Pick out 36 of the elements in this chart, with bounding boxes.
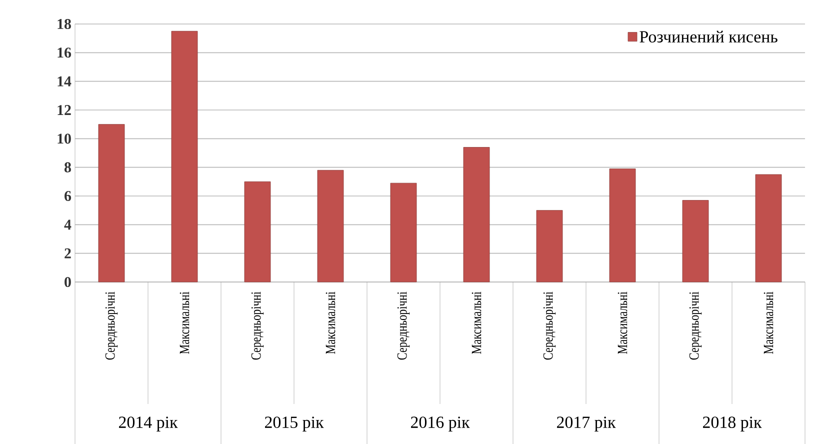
bar — [463, 147, 490, 282]
y-tick-label: 10 — [58, 134, 71, 144]
bar — [755, 174, 782, 282]
y-tick-label: 18 — [58, 18, 71, 30]
x-tick-label: Середньорічні — [105, 292, 118, 360]
y-tick-label: 14 — [58, 76, 72, 86]
y-tick-label: 4 — [64, 220, 72, 230]
bar — [171, 30, 198, 282]
text: 2016 рік — [411, 416, 470, 432]
x-tick-label: Максимальні — [764, 292, 774, 354]
x-tick-label: Максимальні — [618, 292, 628, 354]
y-tick-label: 6 — [64, 190, 72, 202]
text: 2015 рік — [265, 416, 324, 432]
text: 2017 рік — [557, 416, 616, 432]
legend-label: Розчинений кисень — [640, 30, 778, 43]
y-tick-label: 12 — [58, 105, 71, 115]
x-tick-label: Середньорічні — [543, 292, 556, 360]
x-tick-label: Середньорічні — [251, 292, 264, 360]
bar — [682, 200, 709, 282]
bar — [317, 170, 344, 282]
bar — [390, 182, 417, 282]
y-tick-label: 0 — [64, 276, 71, 288]
x-tick-label: Середньорічні — [397, 292, 410, 360]
text: 2014 рік — [118, 416, 178, 432]
bar — [609, 168, 636, 282]
y-tick-label: 8 — [64, 162, 71, 172]
y-tick-label: 16 — [58, 48, 72, 58]
x-tick-label: Середньорічні — [689, 292, 702, 360]
text: 2018 рік — [703, 416, 762, 432]
x-tick-label: Максимальні — [180, 292, 190, 354]
x-tick-label: Максимальні — [472, 292, 482, 354]
bar — [536, 210, 563, 282]
bar — [244, 181, 271, 282]
x-tick-label: Максимальні — [326, 292, 336, 354]
bar — [98, 124, 125, 282]
y-tick-label: 2 — [64, 248, 71, 258]
